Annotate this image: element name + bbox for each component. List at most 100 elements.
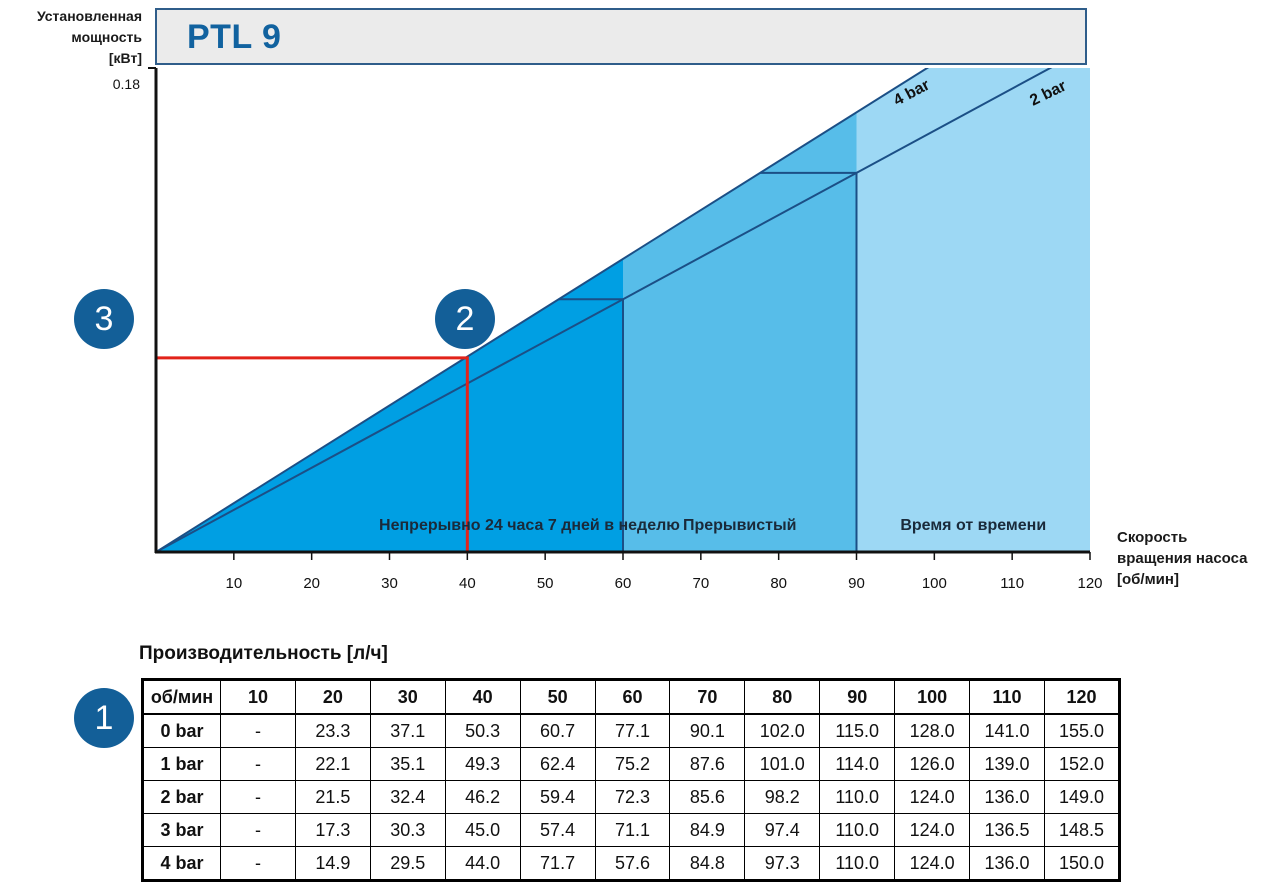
table-row: 1 bar -22.1 35.1 49.3 62.4 75.2 87.6 101.0 114.0… [142, 747, 1121, 781]
table-cell: 152.0 [1043, 747, 1121, 781]
table-header-cell: 120 [1043, 679, 1121, 715]
table-cell: 124.0 [894, 813, 971, 847]
table-cell: 90.1 [669, 713, 746, 748]
table-cell: 71.1 [594, 813, 671, 847]
table-row: 3 bar -17.3 30.3 45.0 57.4 71.1 84.9 97.4 110.0 1… [142, 813, 1121, 847]
table-title: Производительность [л/ч] [139, 643, 388, 664]
table-cell: 84.9 [669, 813, 746, 847]
table-cell: 85.6 [669, 780, 746, 814]
table-cell: 136.0 [969, 780, 1045, 814]
x-tick-label: 50 [537, 575, 554, 592]
table-cell: 75.2 [594, 747, 671, 781]
table-header-cell: 90 [819, 679, 896, 715]
table-row: 4 bar -14.9 29.5 44.0 71.7 57.6 84.8 97.3 110.0 1… [142, 846, 1121, 881]
x-axis-label: Скорость вращения насоса [об/мин] [1117, 527, 1248, 590]
y-axis-label-line-1: Установленная [36, 8, 142, 24]
table-cell: 124.0 [894, 846, 971, 881]
table-cell: 37.1 [369, 713, 446, 748]
table-cell: 128.0 [894, 713, 971, 748]
table-cell: 21.5 [294, 780, 371, 814]
table-cell: 148.5 [1043, 813, 1121, 847]
x-tick-label: 70 [692, 575, 709, 592]
x-tick-label: 100 [922, 575, 947, 592]
table-cell: 57.6 [594, 846, 671, 881]
table-header-cell: 10 [220, 679, 296, 715]
table-cell: 139.0 [969, 747, 1045, 781]
x-tick-label: 90 [848, 575, 865, 592]
chart-title: PTL 9 [187, 18, 282, 56]
y-tick-label: 0.18 [112, 76, 140, 92]
table-header-cell: 80 [744, 679, 821, 715]
y-axis-label-line-2: мощность [71, 29, 142, 45]
table-cell: 29.5 [369, 846, 446, 881]
table-row-pressure: 2 bar [142, 780, 221, 814]
table-cell: 59.4 [519, 780, 596, 814]
table-cell: 60.7 [519, 713, 596, 748]
zone-label-1: Непрерывно 24 часа 7 дней в неделю [379, 517, 680, 534]
table-row: 2 bar -21.5 32.4 46.2 59.4 72.3 85.6 98.2 110.0 1… [142, 780, 1121, 814]
callout-2-badge: 2 [435, 289, 495, 349]
table-cell: 149.0 [1043, 780, 1121, 814]
table-header-rpm: об/мин [142, 679, 221, 715]
x-axis-label-line-3: [об/мин] [1117, 571, 1179, 588]
table-cell: 110.0 [819, 813, 896, 847]
table-row-pressure: 4 bar [142, 846, 221, 881]
x-axis-label-line-1: Скорость [1117, 529, 1188, 546]
table-cell: 124.0 [894, 780, 971, 814]
zone-area-3 [856, 68, 1090, 552]
y-axis-label-line-3: [кВт] [108, 50, 142, 66]
table-cell: 77.1 [594, 713, 671, 748]
table-cell: 14.9 [294, 846, 371, 881]
table-cell: 44.0 [444, 846, 521, 881]
table-header-cell: 30 [369, 679, 446, 715]
zone-area-2 [623, 112, 857, 552]
table-cell: 87.6 [669, 747, 746, 781]
table-header-cell: 40 [444, 679, 521, 715]
table-cell: 62.4 [519, 747, 596, 781]
x-tick-label: 60 [615, 575, 632, 592]
series-line-2bar [156, 68, 1053, 552]
table-cell: 23.3 [294, 713, 371, 748]
table-cell: - [220, 846, 296, 881]
table-cell: 97.3 [744, 846, 821, 881]
callout-3-badge: 3 [74, 289, 134, 349]
table-cell: - [220, 713, 296, 748]
table-cell: 30.3 [369, 813, 446, 847]
operating-point-marker [156, 356, 469, 552]
table-header-cell: 20 [294, 679, 371, 715]
table-cell: 35.1 [369, 747, 446, 781]
x-axis-label-line-2: вращения насоса [1117, 550, 1248, 567]
table-cell: 49.3 [444, 747, 521, 781]
table-header-cell: 110 [969, 679, 1045, 715]
y-axis-label: Установленная мощность [кВт] [4, 6, 142, 69]
table-cell: 110.0 [819, 780, 896, 814]
table-cell: 114.0 [819, 747, 896, 781]
table-header-cell: 60 [594, 679, 671, 715]
table-row: 0 bar -23.3 37.1 50.3 60.7 77.1 90.1 102.0 115.0… [142, 713, 1121, 748]
table-cell: 141.0 [969, 713, 1045, 748]
performance-table: об/мин 10 20 30 40 50 60 70 80 90 100 110 120 0 bar -… [141, 678, 1121, 882]
table-cell: 110.0 [819, 846, 896, 881]
zone-label-3: Время от времени [900, 517, 1046, 534]
table-header-cell: 100 [894, 679, 971, 715]
table-cell: 72.3 [594, 780, 671, 814]
table-row-pressure: 1 bar [142, 747, 221, 781]
table-header-cell: 50 [519, 679, 596, 715]
title-banner: PTL 9 [155, 8, 1087, 65]
table-cell: 57.4 [519, 813, 596, 847]
table-cell: 71.7 [519, 846, 596, 881]
table-cell: 126.0 [894, 747, 971, 781]
callout-1-badge: 1 [74, 688, 134, 748]
table-cell: 17.3 [294, 813, 371, 847]
table-cell: 155.0 [1043, 713, 1121, 748]
table-header-cell: 70 [669, 679, 746, 715]
table-cell: 22.1 [294, 747, 371, 781]
table-cell: 98.2 [744, 780, 821, 814]
table-cell: 115.0 [819, 713, 896, 748]
table-cell: - [220, 780, 296, 814]
table-cell: 136.0 [969, 846, 1045, 881]
table-cell: 150.0 [1043, 846, 1121, 881]
series-line-4bar [156, 68, 930, 552]
x-tick-label: 110 [1000, 575, 1024, 592]
